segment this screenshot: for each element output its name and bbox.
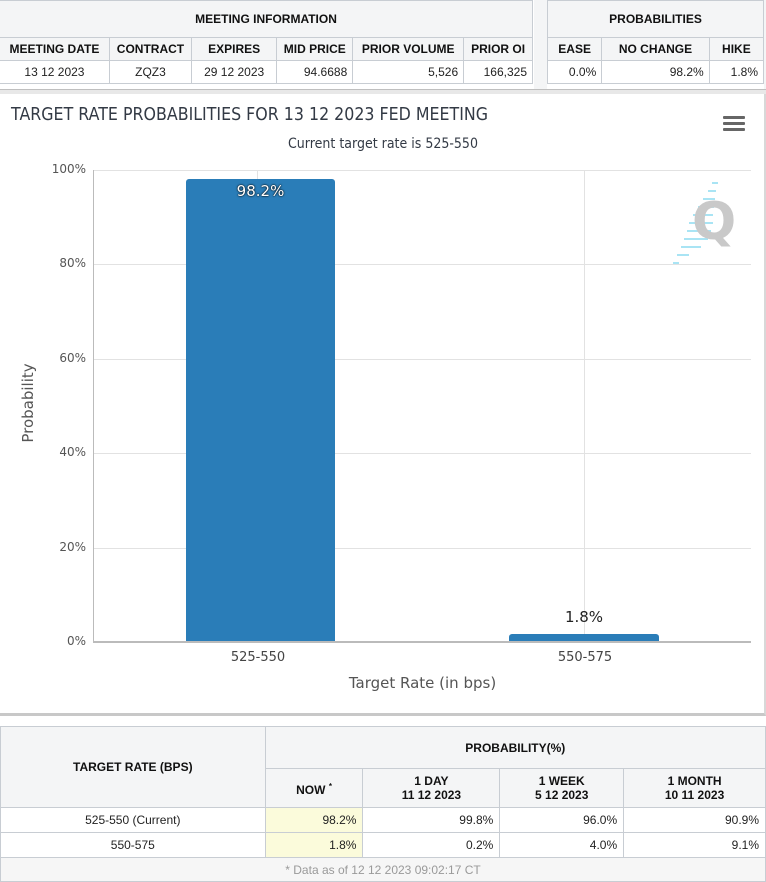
- 1-month-cell: 9.1%: [623, 832, 766, 858]
- q-logo-icon: Q: [692, 192, 737, 252]
- bar-550-575[interactable]: [509, 633, 659, 642]
- bar-label-525-550: 98.2%: [236, 182, 285, 200]
- 1-week-cell: 4.0%: [499, 832, 625, 858]
- 1-week-cell: 96.0%: [499, 807, 625, 833]
- col-now: NOW *: [264, 768, 364, 808]
- x-axis-title: Target Rate (in bps): [348, 674, 497, 692]
- rate-cell: 525-550 (Current): [0, 807, 266, 833]
- col-expires: EXPIRES: [191, 37, 278, 61]
- no-change-value: 98.2%: [601, 60, 710, 84]
- mid-price-value: 94.6688: [276, 60, 354, 84]
- probabilities-table: PROBABILITIES EASE NO CHANGE HIKE 0.0% 9…: [546, 0, 765, 84]
- hamburger-menu-icon[interactable]: [723, 116, 745, 132]
- y-axis: [93, 170, 94, 642]
- now-cell: 1.8%: [264, 832, 364, 858]
- col-prior-volume: PRIOR VOLUME: [352, 37, 465, 61]
- chart-title: TARGET RATE PROBABILITIES FOR 13 12 2023…: [11, 104, 489, 125]
- meeting-information-header: MEETING INFORMATION: [0, 0, 533, 38]
- col-target-rate: TARGET RATE (BPS): [0, 726, 266, 808]
- gridline: [93, 547, 751, 549]
- rate-cell: 550-575: [0, 832, 266, 858]
- col-1-week: 1 WEEK 5 12 2023: [499, 768, 625, 808]
- meeting-information-table: MEETING INFORMATION MEETING DATE CONTRAC…: [0, 0, 533, 84]
- expires-value: 29 12 2023: [191, 60, 278, 84]
- y-tick: 80%: [59, 256, 86, 271]
- prior-oi-value: 166,325: [463, 60, 533, 84]
- y-tick: 40%: [59, 445, 86, 460]
- plot-area: Q 98.2% 1.8%: [93, 170, 751, 643]
- quikstrike-logo: Q: [672, 182, 736, 270]
- gridline: [93, 453, 751, 455]
- probability-group-header: PROBABILITY(%): [264, 726, 766, 769]
- target-rate-table-wrapper: TARGET RATE (BPS) PROBABILITY(%) NOW * 1…: [0, 726, 766, 882]
- table-row: 0.0% 98.2% 1.8%: [546, 60, 765, 84]
- col-meeting-date: MEETING DATE: [0, 37, 110, 61]
- gridline-vertical: [584, 170, 585, 642]
- col-1-month: 1 MONTH 10 11 2023: [623, 768, 766, 808]
- col-no-change: NO CHANGE: [601, 37, 710, 61]
- 1-day-cell: 99.8%: [362, 807, 501, 833]
- y-axis-title: Probability: [19, 363, 37, 443]
- col-prior-oi: PRIOR OI: [463, 37, 533, 61]
- meeting-date-value: 13 12 2023: [0, 60, 110, 84]
- section-separator: [0, 89, 766, 94]
- now-cell: 98.2%: [264, 807, 364, 833]
- table-row: 550-575 1.8% 0.2% 4.0% 9.1%: [0, 832, 766, 858]
- 1-day-cell: 0.2%: [362, 832, 501, 858]
- x-axis: [93, 641, 751, 643]
- table-gap: [534, 0, 547, 90]
- col-1-day: 1 DAY 11 12 2023: [362, 768, 501, 808]
- x-tick: 525-550: [230, 650, 286, 665]
- hike-value: 1.8%: [708, 60, 765, 84]
- gridline: [93, 358, 751, 360]
- right-edge: [764, 0, 766, 90]
- footnote: * Data as of 12 12 2023 09:02:17 CT: [0, 857, 766, 882]
- col-contract: CONTRACT: [108, 37, 193, 61]
- probability-chart: TARGET RATE PROBABILITIES FOR 13 12 2023…: [0, 94, 766, 716]
- col-mid-price: MID PRICE: [276, 37, 354, 61]
- target-rate-table: TARGET RATE (BPS) PROBABILITY(%) NOW * 1…: [0, 726, 766, 882]
- prior-volume-value: 5,526: [352, 60, 465, 84]
- bar-525-550[interactable]: [186, 178, 335, 642]
- ease-value: 0.0%: [546, 60, 603, 84]
- y-tick: 0%: [66, 634, 86, 648]
- y-tick: 100%: [51, 162, 86, 176]
- gridline: [93, 170, 751, 171]
- x-tick: 550-575: [557, 650, 613, 665]
- col-ease: EASE: [546, 37, 603, 61]
- bar-label-550-575: 1.8%: [564, 608, 604, 626]
- contract-value: ZQZ3: [108, 60, 193, 84]
- col-hike: HIKE: [708, 37, 765, 61]
- chart-subtitle: Current target rate is 525-550: [288, 136, 478, 152]
- y-tick: 60%: [59, 350, 86, 365]
- probabilities-header: PROBABILITIES: [547, 0, 764, 38]
- y-tick: 20%: [59, 539, 86, 554]
- gridline: [93, 264, 751, 266]
- table-row: 525-550 (Current) 98.2% 99.8% 96.0% 90.9…: [0, 807, 766, 833]
- table-row: 13 12 2023 ZQZ3 29 12 2023 94.6688 5,526…: [0, 60, 533, 84]
- 1-month-cell: 90.9%: [623, 807, 766, 833]
